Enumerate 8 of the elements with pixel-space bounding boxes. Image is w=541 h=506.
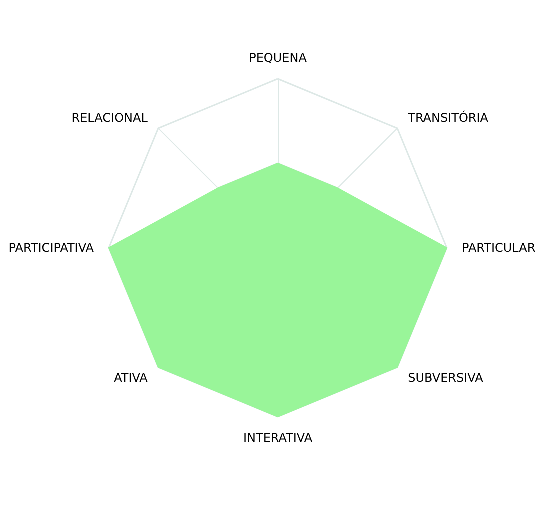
spoke-label: RELACIONAL [72, 110, 148, 125]
spoke-label: SUBVERSIVA [408, 371, 484, 386]
spoke-label: PARTICULAR [462, 241, 536, 255]
spoke-label: TRANSITÓRIA [407, 110, 490, 125]
spoke-label: INTERATIVA [243, 431, 314, 445]
spoke-label: PARTICIPATIVA [8, 241, 95, 255]
spoke-label: PEQUENA [249, 51, 308, 65]
spoke-label: ATIVA [114, 371, 149, 386]
